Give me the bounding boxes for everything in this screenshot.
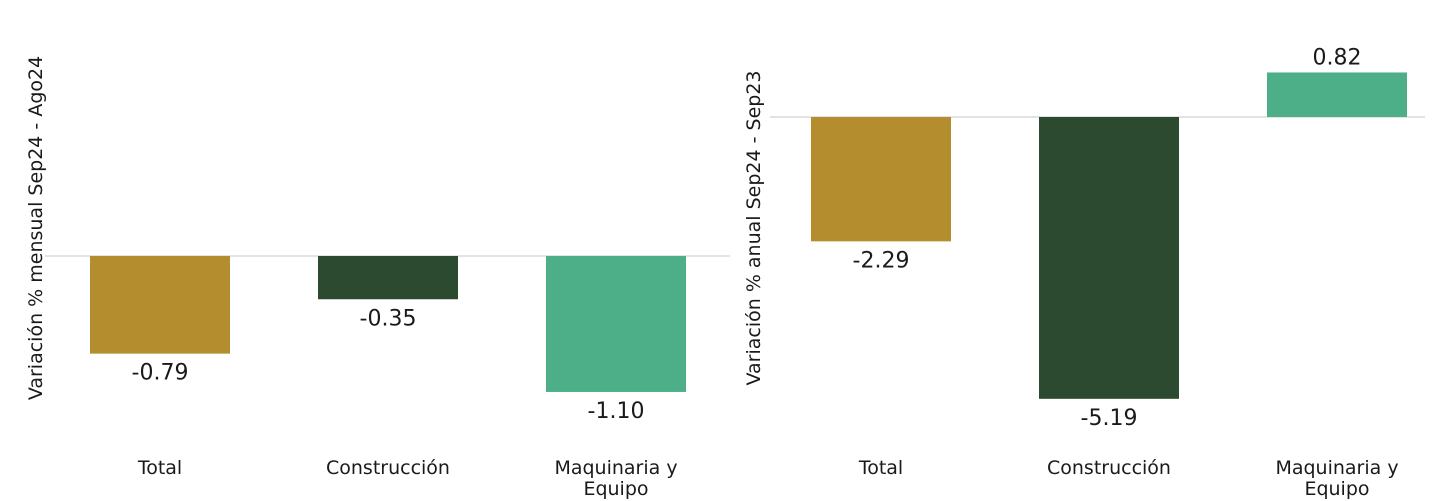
chart-1-bar-1	[90, 256, 230, 354]
chart-2-tick-label-2: Construcción	[1047, 457, 1171, 479]
chart-2-tick-label-3-line-1: Maquinaria y	[1275, 457, 1398, 479]
chart-1-bar-3	[546, 256, 686, 392]
chart-2-tick-label-1: Total	[858, 457, 903, 479]
chart-2-bar-1	[811, 117, 951, 242]
chart-1-data-label-2: -0.35	[360, 306, 417, 331]
chart-1-data-label-3: -1.10	[588, 399, 645, 424]
chart-1-tick-label-3-line-2: Equipo	[583, 478, 648, 500]
chart-2-tick-label-3-line-2: Equipo	[1304, 478, 1369, 500]
chart-1-data-label-1: -0.79	[132, 361, 189, 386]
chart-1-y-axis-title: Variación % mensual Sep24 - Ago24	[25, 56, 47, 400]
chart-2-data-label-1: -2.29	[853, 248, 910, 273]
chart-2-data-label-3: 0.82	[1313, 45, 1362, 70]
chart-1-tick-label-1: Total	[137, 457, 182, 479]
chart-1-bar-2	[318, 256, 458, 300]
chart-2-bar-2	[1039, 117, 1179, 399]
chart-1-tick-label-3-line-1: Maquinaria y	[554, 457, 677, 479]
chart-1-tick-label-2: Construcción	[326, 457, 450, 479]
chart-2-y-axis-title: Variación % anual Sep24 - Sep23	[743, 70, 765, 385]
chart-2-bar-3	[1267, 72, 1407, 117]
chart-2-data-label-2: -5.19	[1081, 406, 1138, 431]
